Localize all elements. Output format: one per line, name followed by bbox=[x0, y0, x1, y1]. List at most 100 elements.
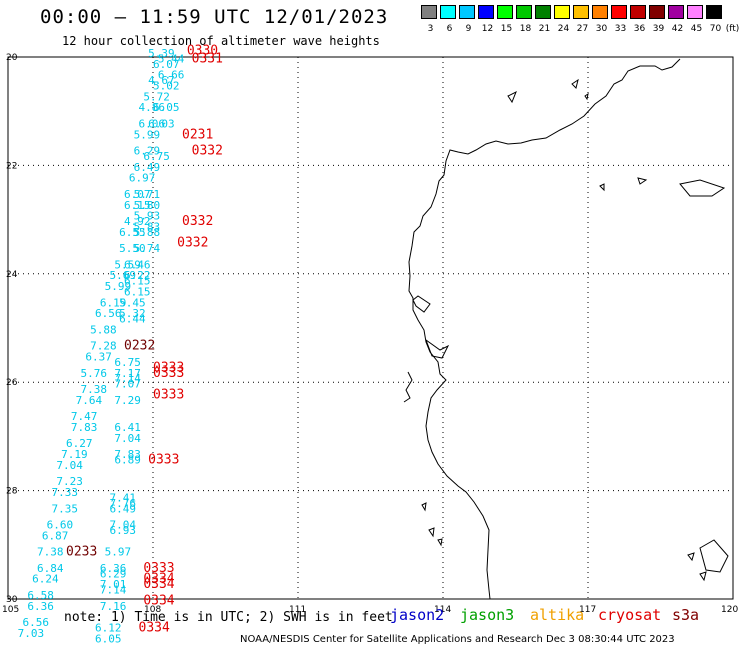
swh-value-label: 5.99 bbox=[105, 280, 131, 293]
swh-value-label: 7.76 bbox=[110, 497, 137, 510]
swh-value-label: 4.86 bbox=[139, 101, 166, 114]
coastline-inlet-2 bbox=[403, 371, 413, 403]
time-label: 0333 bbox=[148, 453, 179, 468]
swh-value-label: 6.19 bbox=[100, 296, 127, 309]
time-label: 0333 bbox=[153, 366, 184, 381]
swh-value-label: 6.46 bbox=[124, 258, 151, 271]
swh-value-label: 7.04 bbox=[110, 519, 137, 532]
legend-label: 36 bbox=[633, 24, 646, 34]
island bbox=[428, 527, 435, 538]
lat-tick-label: 28 bbox=[6, 487, 18, 497]
time-label: 0332 bbox=[182, 214, 213, 229]
time-label: 0334 bbox=[139, 621, 170, 636]
swh-value-label: 6.15 bbox=[124, 199, 151, 212]
page-title: 00:00 – 11:59 UTC 12/01/2023 bbox=[40, 6, 389, 28]
axis-labels: 105 108 111 114 117 120 20 22 24 26 28 30 bbox=[2, 53, 738, 615]
swh-value-label: 6.58 bbox=[27, 589, 54, 602]
swh-value-label: 5.88 bbox=[134, 226, 161, 239]
island bbox=[584, 92, 589, 101]
lon-tick-label: 108 bbox=[144, 605, 161, 615]
swh-value-label: 5.69 bbox=[110, 269, 137, 282]
swh-value-label: 6.03 bbox=[148, 117, 175, 130]
satellite-s3a: s3a bbox=[672, 606, 700, 624]
legend-swatch bbox=[649, 5, 665, 19]
swh-value-label: 5.99 bbox=[134, 128, 161, 141]
swh-value-label: 7.23 bbox=[56, 475, 82, 488]
swh-value-label: 7.17 bbox=[114, 367, 141, 380]
note-text: note: 1) Time is in UTC; 2) SWH is in fe… bbox=[64, 610, 393, 625]
swh-value-label: 5.59 bbox=[114, 258, 141, 271]
swh-value-label: 5.74 bbox=[134, 242, 161, 255]
lat-tick-label: 26 bbox=[6, 378, 18, 388]
swh-value-label: 6.97 bbox=[129, 172, 156, 185]
swh-value-label: 7.04 bbox=[56, 459, 83, 472]
swh-value-label: 5.97 bbox=[105, 546, 131, 559]
legend-swatch bbox=[516, 5, 532, 19]
island bbox=[599, 183, 605, 192]
time-label: 0332 bbox=[192, 144, 223, 159]
swh-value-label: 6.15 bbox=[124, 275, 151, 288]
legend-label: 21 bbox=[538, 24, 551, 34]
swh-value-label: 6.07 bbox=[124, 188, 151, 201]
swh-value-label: 7.28 bbox=[90, 340, 117, 353]
lon-tick-label: 120 bbox=[721, 605, 738, 615]
legend-swatch bbox=[497, 5, 513, 19]
satellite-altika: altika bbox=[530, 606, 585, 624]
legend-label: 9 bbox=[465, 24, 472, 34]
lon-tick-label: 105 bbox=[2, 605, 19, 615]
legend-swatch bbox=[535, 5, 551, 19]
legend-swatch bbox=[459, 5, 475, 19]
swh-value-label: 6.60 bbox=[47, 519, 74, 532]
legend-swatch bbox=[573, 5, 589, 19]
legend-label: 27 bbox=[576, 24, 589, 34]
swh-value-label: 5.83 bbox=[134, 220, 161, 233]
swh-value-label: 6.12 bbox=[95, 622, 122, 635]
legend-swatch bbox=[611, 5, 627, 19]
swh-value-label: 6.55 bbox=[119, 226, 145, 239]
swh-value-label: 6.87 bbox=[42, 529, 68, 542]
time-label: 0333 bbox=[153, 387, 184, 402]
swh-value-label: 6.44 bbox=[119, 313, 146, 326]
legend-swatch bbox=[592, 5, 608, 19]
swh-value-label: 7.41 bbox=[110, 491, 137, 504]
swh-value-label: 5.02 bbox=[153, 80, 180, 93]
lon-tick-label: 114 bbox=[434, 605, 451, 615]
swh-value-label: 6.24 bbox=[32, 573, 59, 586]
swh-value-label: 7.47 bbox=[71, 410, 98, 423]
time-label: 0333 bbox=[153, 360, 184, 375]
legend-label: 6 bbox=[446, 24, 453, 34]
legend-swatch bbox=[687, 5, 703, 19]
swh-value-label: 7.01 bbox=[100, 578, 127, 591]
island bbox=[687, 552, 695, 562]
legend-swatch bbox=[478, 5, 494, 19]
swh-value-label: 6.49 bbox=[110, 502, 137, 515]
time-label: 0231 bbox=[182, 127, 213, 142]
swh-value-label: 6.89 bbox=[114, 454, 141, 467]
time-label: 0330 bbox=[187, 43, 218, 58]
legend-label: 12 bbox=[481, 24, 494, 34]
lat-tick-label: 20 bbox=[6, 53, 18, 63]
swh-value-label: 7.16 bbox=[100, 600, 127, 613]
swh-value-label: 6.15 bbox=[124, 285, 151, 298]
lon-tick-label: 117 bbox=[579, 605, 596, 615]
swh-value-label: 7.38 bbox=[37, 546, 64, 559]
legend-label: 33 bbox=[614, 24, 627, 34]
coastline-inlet bbox=[424, 338, 450, 359]
swh-value-label: 7.35 bbox=[52, 502, 79, 515]
satellite-jason3: jason3 bbox=[460, 606, 515, 624]
legend-swatch bbox=[421, 5, 437, 19]
legend-label: 24 bbox=[557, 24, 570, 34]
swh-value-label: 6.49 bbox=[134, 161, 161, 174]
swh-value-label: 5.39 bbox=[148, 47, 175, 60]
swh-value-label: 7.07 bbox=[114, 378, 141, 391]
swh-value-label: 6.66 bbox=[158, 69, 185, 82]
legend-label: 30 bbox=[595, 24, 608, 34]
time-label: 0332 bbox=[177, 236, 208, 251]
legend-swatch bbox=[668, 5, 684, 19]
swh-value-label: 5.45 bbox=[119, 296, 145, 309]
swh-value-label: 5.71 bbox=[134, 188, 161, 201]
swh-value-label: 6.05 bbox=[95, 632, 122, 645]
satellite-jason2: jason2 bbox=[390, 606, 445, 624]
swh-value-label: 7.14 bbox=[114, 372, 141, 385]
